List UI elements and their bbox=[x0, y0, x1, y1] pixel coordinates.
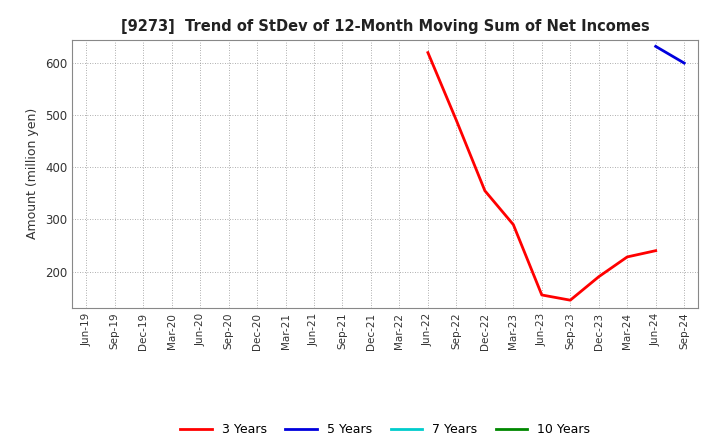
Y-axis label: Amount (million yen): Amount (million yen) bbox=[27, 108, 40, 239]
Legend: 3 Years, 5 Years, 7 Years, 10 Years: 3 Years, 5 Years, 7 Years, 10 Years bbox=[176, 418, 595, 440]
Title: [9273]  Trend of StDev of 12-Month Moving Sum of Net Incomes: [9273] Trend of StDev of 12-Month Moving… bbox=[121, 19, 649, 34]
